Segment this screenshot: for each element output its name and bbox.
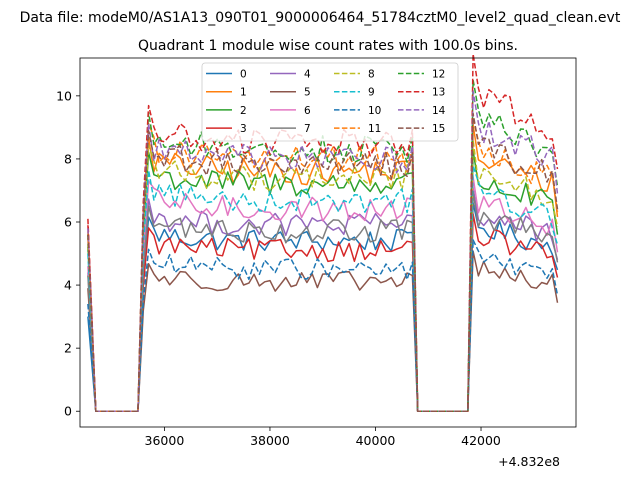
x-tick-label: 42000 (461, 433, 501, 448)
series-line-6 (87, 176, 559, 412)
series-line-1 (87, 123, 559, 412)
legend-label: 6 (304, 105, 311, 117)
series-line-0 (87, 202, 559, 412)
y-tick-label: 0 (64, 404, 72, 419)
legend-label: 7 (304, 123, 311, 135)
plot-frame (79, 57, 577, 428)
series-line-10 (87, 239, 559, 412)
series-line-15 (87, 112, 559, 412)
series-line-8 (87, 138, 559, 412)
series-line-5 (87, 250, 559, 412)
legend-label: 8 (368, 69, 375, 81)
legend-label: 5 (304, 87, 311, 99)
series-layer (87, 53, 559, 412)
legend-label: 1 (240, 87, 247, 99)
legend-label: 3 (240, 123, 247, 135)
x-offset-label: +4.832e8 (498, 454, 560, 469)
y-tick-label: 10 (56, 88, 72, 103)
legend-label: 2 (240, 105, 247, 117)
series-line-7 (87, 190, 559, 412)
ticks-layer: 36000 38000 40000 42000 0 2 4 6 8 10 (56, 88, 501, 448)
legend-label: 13 (432, 87, 445, 99)
legend-label: 15 (432, 123, 445, 135)
chart-title: Quadrant 1 module wise count rates with … (138, 38, 518, 54)
x-tick-label: 40000 (356, 433, 396, 448)
legend-label: 0 (240, 69, 247, 81)
legend-box (201, 62, 459, 142)
legend-label: 12 (432, 69, 445, 81)
y-tick-label: 8 (64, 151, 72, 166)
y-tick-label: 4 (64, 278, 72, 293)
series-line-14 (87, 90, 559, 412)
legend-label: 10 (368, 105, 381, 117)
figure-suptitle: Data file: modeM0/AS1A13_090T01_90000064… (20, 10, 621, 26)
series-line-13 (87, 53, 559, 412)
series-line-11 (87, 116, 559, 412)
legend-label: 4 (304, 69, 311, 81)
legend-label: 11 (368, 123, 381, 135)
legend-label: 14 (432, 105, 446, 117)
series-line-12 (87, 79, 559, 412)
legend-label: 9 (368, 87, 375, 99)
x-tick-label: 36000 (145, 433, 185, 448)
series-line-9 (87, 164, 559, 412)
x-tick-label: 38000 (250, 433, 290, 448)
y-tick-label: 2 (64, 341, 72, 356)
series-line-2 (87, 149, 559, 412)
y-tick-label: 6 (64, 215, 72, 230)
series-line-3 (87, 213, 559, 412)
